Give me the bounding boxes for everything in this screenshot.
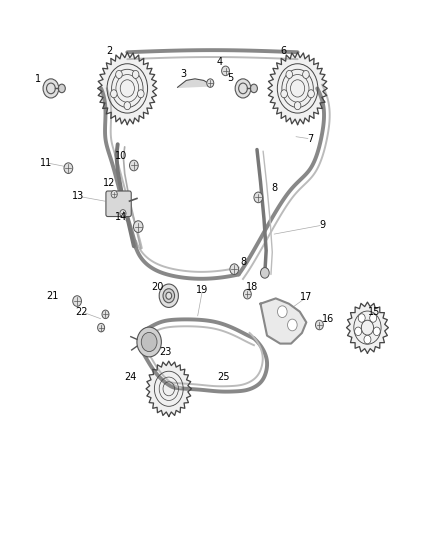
Circle shape [355,327,362,336]
Circle shape [244,289,251,299]
Text: 6: 6 [281,46,287,56]
Circle shape [124,102,131,110]
Text: 17: 17 [300,292,312,302]
Polygon shape [261,298,306,344]
Circle shape [58,84,65,93]
Circle shape [222,66,230,76]
Circle shape [137,327,161,357]
Circle shape [254,192,263,203]
Circle shape [373,327,380,336]
Circle shape [159,284,178,308]
Text: 5: 5 [227,73,233,83]
Circle shape [251,84,258,93]
Circle shape [166,292,172,299]
Circle shape [134,221,143,232]
Text: 16: 16 [322,313,334,324]
Text: 3: 3 [180,69,186,79]
Text: 9: 9 [320,220,326,230]
Text: 23: 23 [159,346,172,357]
Circle shape [286,70,293,78]
Circle shape [116,70,122,78]
Circle shape [130,160,138,171]
Text: 10: 10 [115,151,127,161]
Circle shape [43,79,59,98]
Circle shape [138,90,144,98]
Text: 2: 2 [106,46,112,56]
Circle shape [361,320,374,335]
Text: 1: 1 [35,74,41,84]
Circle shape [288,319,297,331]
Circle shape [235,79,251,98]
Polygon shape [146,361,191,416]
Circle shape [46,83,55,94]
Circle shape [207,79,214,87]
Circle shape [64,163,73,173]
Circle shape [294,102,301,110]
Polygon shape [177,79,212,87]
Polygon shape [98,52,157,125]
Circle shape [261,268,269,278]
Text: 24: 24 [125,372,137,382]
Circle shape [163,289,175,303]
Text: 4: 4 [217,57,223,67]
FancyBboxPatch shape [106,191,131,216]
Circle shape [303,70,309,78]
Text: 25: 25 [217,372,230,382]
Circle shape [308,90,314,98]
Polygon shape [346,302,389,353]
Circle shape [98,324,105,332]
Text: 11: 11 [40,158,53,168]
Text: 7: 7 [307,134,314,144]
Text: 13: 13 [72,191,85,201]
Circle shape [110,90,117,98]
Text: 12: 12 [103,177,115,188]
Polygon shape [268,52,327,125]
Circle shape [364,335,371,344]
Circle shape [141,333,157,352]
Text: 8: 8 [272,183,278,193]
Circle shape [315,320,323,330]
Text: 8: 8 [240,257,246,267]
Circle shape [239,83,247,94]
Circle shape [120,209,126,217]
Circle shape [132,70,139,78]
Circle shape [102,310,109,319]
Text: 21: 21 [46,290,58,301]
Text: 22: 22 [75,306,88,317]
Circle shape [278,306,287,318]
Circle shape [370,314,377,322]
Text: 18: 18 [246,282,258,292]
Text: 19: 19 [196,286,208,295]
Text: 20: 20 [152,282,164,292]
Circle shape [111,190,117,198]
Circle shape [230,264,239,274]
Circle shape [358,314,365,322]
Text: 15: 15 [368,306,380,317]
Circle shape [281,90,287,98]
Circle shape [73,296,81,306]
Text: 14: 14 [115,212,127,222]
